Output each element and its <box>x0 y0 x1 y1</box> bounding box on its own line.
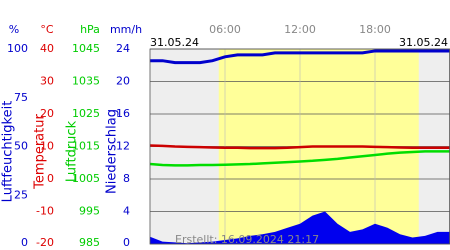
axis-unit: °C <box>40 23 54 36</box>
y-tick-label: 50 <box>14 140 28 153</box>
y-tick-label: 1005 <box>72 172 100 185</box>
y-tick-label: 995 <box>79 205 100 218</box>
y-tick-label: 0 <box>123 236 130 249</box>
y-tick-label: 1015 <box>72 140 100 153</box>
y-tick-label: 20 <box>116 75 130 88</box>
x-tick-label: 12:00 <box>284 23 316 36</box>
y-tick-label: 75 <box>14 91 28 104</box>
series-line <box>149 144 450 150</box>
axis-unit: hPa <box>80 23 100 36</box>
y-tick-label: 25 <box>14 188 28 201</box>
y-tick-label: 20 <box>40 107 54 120</box>
y-tick-label: 4 <box>123 205 130 218</box>
y-tick-label: 1045 <box>72 42 100 55</box>
y-tick-label: 40 <box>40 42 54 55</box>
y-tick-label: 16 <box>116 107 130 120</box>
y-tick-label: 1035 <box>72 75 100 88</box>
y-tick-label: 30 <box>40 75 54 88</box>
y-tick-label: 8 <box>123 172 130 185</box>
y-tick-label: -10 <box>36 205 54 218</box>
axis-title: Temperatur <box>33 114 48 190</box>
x-tick-label: 18:00 <box>359 23 391 36</box>
y-tick-label: 0 <box>21 236 28 249</box>
axis-title: Niederschlag <box>105 109 120 194</box>
series-area <box>150 211 450 244</box>
y-tick-label: 100 <box>7 42 28 55</box>
y-tick-label: 24 <box>116 42 130 55</box>
axis-title: Luftdruck <box>65 120 80 182</box>
series-line <box>150 49 450 65</box>
axis-unit: mm/h <box>110 23 142 36</box>
y-tick-label: 1025 <box>72 107 100 120</box>
date-left: 31.05.24 <box>150 36 199 49</box>
y-tick-label: 985 <box>79 236 100 249</box>
axis-title: Luftfeuchtigkeit <box>1 101 16 203</box>
y-tick-label: 0 <box>47 172 54 185</box>
x-tick-label: 06:00 <box>209 23 241 36</box>
footer: Erstellt: 16.09.2024 21:17 <box>175 233 319 246</box>
date-right: 31.05.24 <box>399 36 448 49</box>
axis-unit: % <box>9 23 19 36</box>
y-tick-label: 12 <box>116 140 130 153</box>
y-tick-label: 10 <box>40 140 54 153</box>
y-tick-label: -20 <box>36 236 54 249</box>
series-line <box>149 150 450 167</box>
